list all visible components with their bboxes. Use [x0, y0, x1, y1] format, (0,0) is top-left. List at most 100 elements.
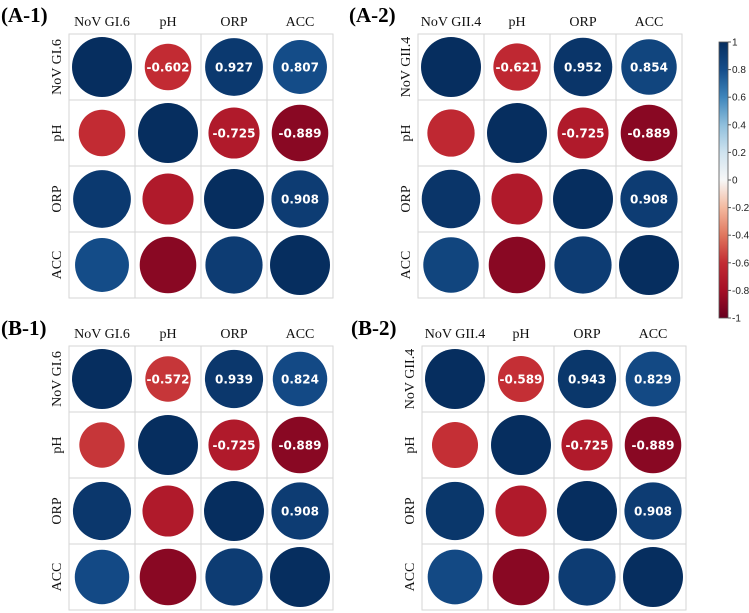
colorbar-tick-label: 0: [732, 176, 738, 187]
correlation-value: -0.889: [628, 127, 671, 141]
correlation-circle: [271, 170, 329, 228]
column-label: ORP: [220, 327, 247, 342]
correlation-circle: [72, 349, 132, 409]
correlation-circle: [423, 237, 479, 293]
correlation-circle: [205, 38, 263, 96]
column-label: NoV GI.6: [74, 327, 130, 342]
panel-label: (A-2): [349, 3, 396, 27]
correlation-circle: [557, 481, 617, 541]
correlation-circle: [619, 235, 679, 295]
column-label: ACC: [286, 327, 315, 342]
column-label: pH: [159, 327, 176, 342]
colorbar-tick-label: -0.4: [732, 231, 749, 242]
correlation-circle: [421, 37, 481, 97]
correlation-circle: [145, 356, 191, 402]
correlation-value: -0.572: [147, 373, 190, 387]
row-label: pH: [403, 436, 418, 453]
correlation-value: 0.908: [630, 193, 668, 207]
correlation-circle: [558, 548, 616, 606]
correlation-circle: [491, 415, 551, 475]
correlation-circle: [620, 170, 678, 228]
row-label: ORP: [50, 497, 65, 524]
correlation-circle: [553, 169, 613, 229]
correlation-value: -0.725: [213, 127, 256, 141]
correlation-circle: [75, 238, 129, 292]
colorbar-tick-label: 1: [732, 38, 738, 49]
correlation-value: -0.889: [279, 127, 322, 141]
row-label: NoV GI.6: [50, 39, 65, 95]
correlation-circle: [427, 109, 475, 157]
correlation-circle: [557, 349, 617, 409]
row-label: NoV GII.4: [403, 349, 418, 409]
row-label: ACC: [50, 251, 65, 280]
correlation-circle: [491, 173, 543, 225]
row-label: pH: [399, 124, 414, 141]
correlation-circle: [553, 37, 613, 97]
correlation-circle: [204, 349, 264, 409]
correlation-circle: [557, 107, 609, 159]
column-label: pH: [512, 327, 529, 342]
colorbar-tick-label: -1: [732, 314, 741, 325]
column-label: ACC: [635, 15, 664, 30]
correlation-value: -0.889: [632, 439, 675, 453]
correlation-circle: [205, 236, 263, 294]
column-label: NoV GII.4: [421, 15, 481, 30]
correlation-circle: [204, 481, 264, 541]
correlation-circle: [72, 37, 132, 97]
column-label: ORP: [573, 327, 600, 342]
correlation-circle: [205, 548, 263, 606]
correlation-circle: [138, 103, 198, 163]
row-label: NoV GII.4: [399, 37, 414, 97]
correlation-circle: [623, 547, 683, 607]
correlation-circle: [144, 43, 192, 91]
column-label: ACC: [639, 327, 668, 342]
row-label: NoV GI.6: [50, 351, 65, 407]
correlation-circle: [624, 482, 682, 540]
correlation-circle: [74, 549, 130, 605]
correlation-circle: [425, 349, 485, 409]
colorbar: [718, 41, 729, 319]
correlation-value: 0.908: [634, 505, 672, 519]
correlation-circle: [72, 481, 132, 541]
correlation-value: 0.854: [630, 61, 668, 75]
correlation-circle: [427, 549, 483, 605]
correlation-circle: [270, 235, 330, 295]
colorbar-tick-label: 0.6: [732, 93, 746, 104]
row-label: ORP: [399, 185, 414, 212]
row-label: pH: [50, 436, 65, 453]
correlation-circle: [78, 109, 126, 157]
correlation-circle: [497, 355, 545, 403]
correlation-value: 0.939: [215, 373, 253, 387]
correlation-circle: [625, 351, 681, 407]
column-label: NoV GII.4: [425, 327, 485, 342]
correlation-value: 0.952: [564, 61, 602, 75]
correlation-circle: [621, 39, 677, 95]
correlation-circle: [620, 104, 678, 162]
panel-label: (B-2): [351, 316, 397, 340]
correlation-value: 0.824: [281, 373, 319, 387]
correlation-circle: [431, 421, 479, 469]
row-label: ACC: [399, 251, 414, 280]
correlation-value: -0.602: [147, 61, 190, 75]
correlation-circle: [142, 485, 194, 537]
correlation-circle: [142, 173, 194, 225]
correlation-circle: [493, 43, 541, 91]
correlation-value: -0.725: [562, 127, 605, 141]
correlation-circle: [73, 170, 131, 228]
colorbar-tick-label: 0.2: [732, 148, 746, 159]
correlation-value: -0.725: [213, 439, 256, 453]
correlation-circle: [208, 419, 260, 471]
row-label: ORP: [50, 185, 65, 212]
colorbar-tick-label: -0.8: [732, 286, 749, 297]
correlation-circle: [139, 236, 197, 294]
correlation-circle: [138, 415, 198, 475]
correlation-value: -0.589: [500, 373, 543, 387]
column-label: ORP: [569, 15, 596, 30]
correlation-circle: [79, 422, 125, 468]
row-label: ACC: [403, 563, 418, 592]
correlation-value: 0.927: [215, 61, 253, 75]
